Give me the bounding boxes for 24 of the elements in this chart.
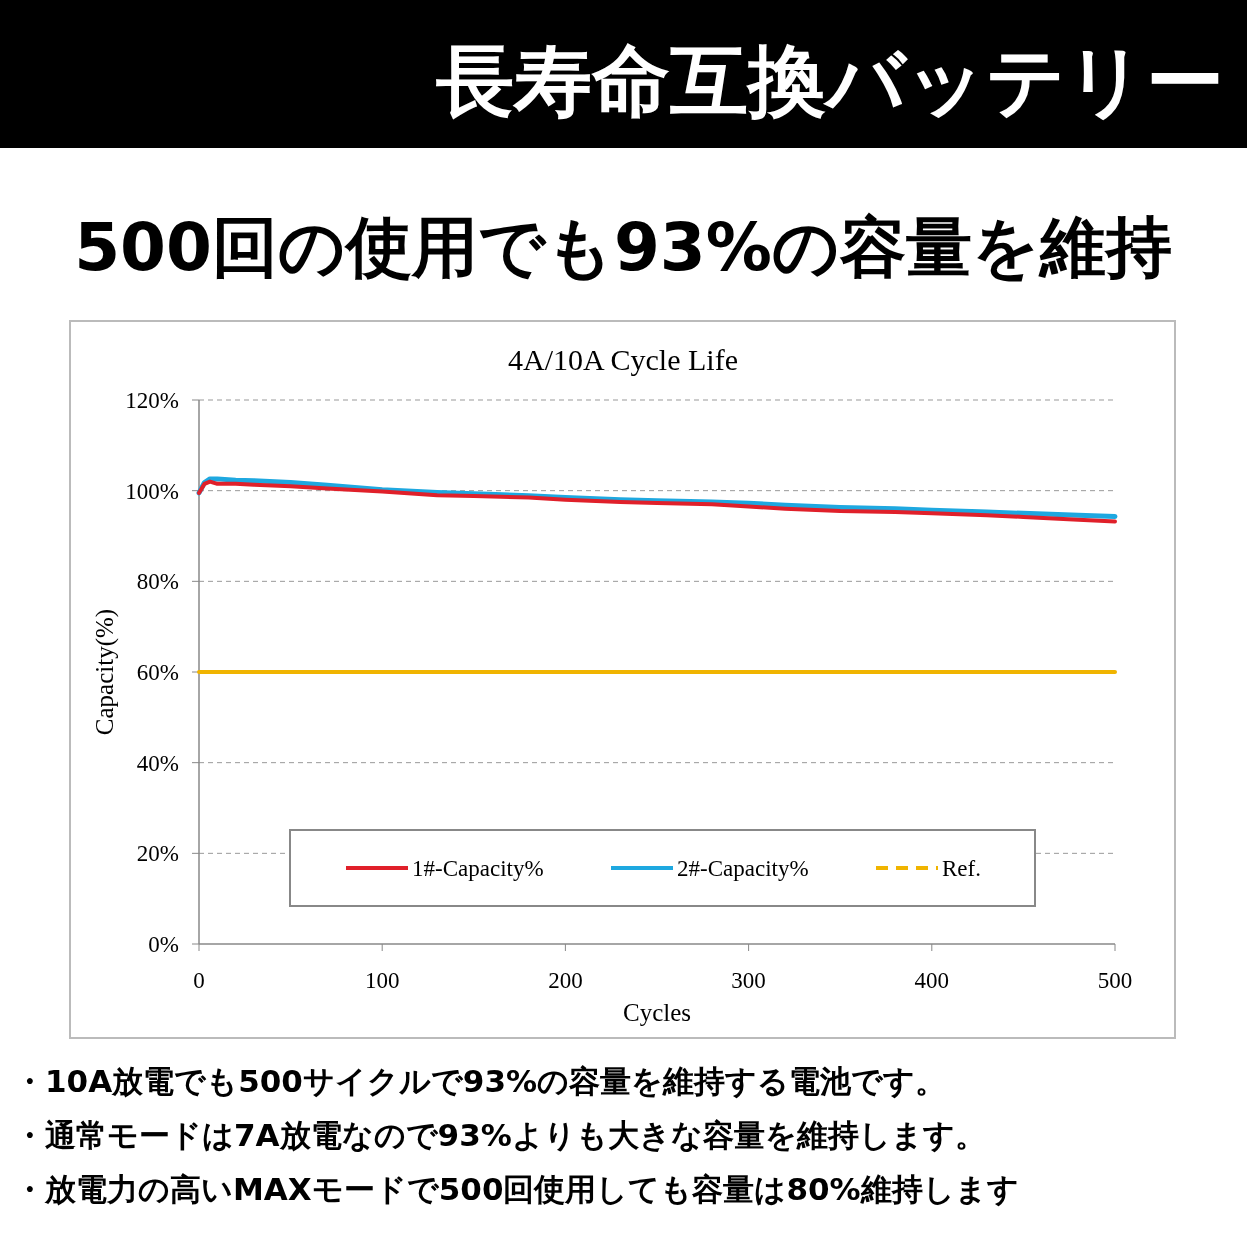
y-tick-label: 100% bbox=[125, 478, 179, 504]
y-tick-label: 60% bbox=[136, 660, 179, 685]
legend-label: 1#-Capacity% bbox=[412, 856, 544, 881]
x-axis-title: Cycles bbox=[622, 999, 692, 1026]
y-tick-label: 0% bbox=[148, 932, 179, 957]
legend-label: 2#-Capacity% bbox=[677, 856, 809, 881]
y-tick-label: 40% bbox=[136, 750, 179, 776]
x-tick-label: 100 bbox=[364, 968, 400, 993]
y-axis-title: Capacity(%) bbox=[91, 608, 119, 736]
x-tick-label: 0 bbox=[193, 968, 205, 993]
x-tick-label: 500 bbox=[1097, 968, 1133, 993]
x-tick-label: 400 bbox=[914, 968, 950, 993]
text: ・10A放電でも500サイクルで93%の容量を維持する電池です。 bbox=[14, 1063, 947, 1099]
chart-title: 4A/10A Cycle Life bbox=[508, 343, 738, 376]
text: 500回の使用でも93%の容量を維持 bbox=[74, 209, 1172, 286]
x-tick-label: 200 bbox=[548, 968, 583, 993]
text: 長寿命互換バッテリー bbox=[435, 36, 1224, 126]
legend-label: Ref. bbox=[942, 856, 981, 881]
y-tick-label: 120% bbox=[125, 388, 179, 413]
text: ・放電力の高いMAXモードで500回使用しても容量は80%維持します bbox=[14, 1171, 1019, 1207]
y-tick-label: 80% bbox=[136, 569, 179, 595]
y-tick-label: 20% bbox=[136, 841, 179, 867]
x-tick-label: 300 bbox=[731, 968, 766, 993]
text: ・通常モードは7A放電なので93%よりも大きな容量を維持します。 bbox=[14, 1117, 986, 1153]
